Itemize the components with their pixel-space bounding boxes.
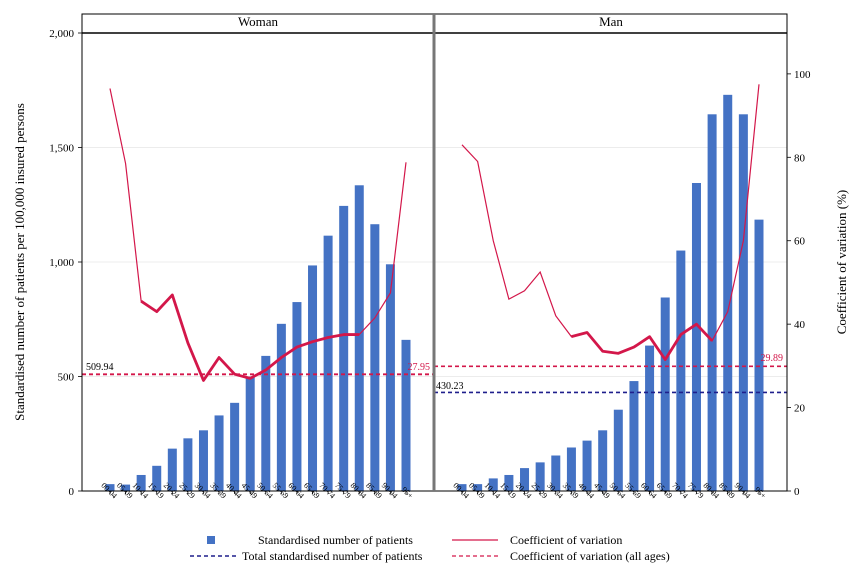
- legend-bar-label: Standardised number of patients: [258, 533, 413, 547]
- legend-cv-label: Coefficient of variation: [510, 533, 622, 547]
- ref-label-man-total: 430.23: [436, 381, 464, 392]
- bar-man-50-54: [613, 409, 623, 491]
- bar-man-05-09: [473, 484, 483, 491]
- bar-man-75-79: [691, 182, 701, 491]
- bar-woman-15-19: [152, 465, 162, 491]
- legend-cv-all-label: Coefficient of variation (all ages): [510, 549, 670, 563]
- y-left-tick-label: 500: [58, 372, 75, 384]
- bar-woman-60-64: [292, 302, 302, 491]
- bar-woman-25-29: [183, 438, 193, 491]
- cv-line-bold-man: [571, 322, 714, 362]
- bar-man-55-59: [629, 381, 639, 491]
- bar-man-10-14: [488, 478, 498, 491]
- y-right-tick-label: 40: [794, 319, 806, 331]
- bar-woman-55-59: [276, 323, 286, 491]
- ref-label-woman-cv-all: 27.95: [408, 362, 431, 373]
- bar-man-35-39: [566, 447, 576, 491]
- y-right-tick-label: 60: [794, 236, 806, 248]
- bar-woman-45-49: [245, 376, 255, 491]
- panel-title-man: Man: [599, 14, 623, 29]
- y-left-tick-label: 1,000: [49, 257, 74, 269]
- bar-woman-20-24: [167, 448, 177, 491]
- bar-woman-50-54: [261, 355, 271, 491]
- y-axis-right-label: Coefficient of variation (%): [834, 190, 849, 335]
- y-left-tick-label: 2,000: [49, 28, 74, 40]
- panel-title-woman: Woman: [238, 14, 279, 29]
- bar-man-45-49: [598, 430, 608, 491]
- cv-lines: [109, 84, 760, 382]
- y-right-tick-label: 80: [794, 152, 806, 164]
- y-right-tick-label: 0: [794, 486, 800, 498]
- bar-woman-05-09: [121, 484, 131, 491]
- plot-frame: [81, 13, 788, 492]
- cv-line-bold-woman: [140, 293, 360, 382]
- bar-man-00-04: [457, 484, 467, 491]
- ref-label-woman-total: 509.94: [86, 362, 114, 373]
- bar-woman-70-74: [323, 235, 333, 491]
- bar-man-40-44: [582, 440, 592, 491]
- bar-man-65-69: [660, 297, 670, 491]
- legend: Standardised number of patients Coeffici…: [190, 533, 670, 563]
- bar-man-85-89: [723, 94, 733, 491]
- bar-woman-85-89: [370, 224, 380, 491]
- bar-woman-00-04: [105, 484, 115, 491]
- bar-woman-30-34: [198, 430, 208, 491]
- bar-man-25-29: [535, 462, 545, 491]
- bar-woman-75-79: [339, 205, 349, 491]
- bar-woman-80-84: [354, 185, 364, 491]
- bars: [105, 94, 764, 492]
- bar-woman-95+: [401, 339, 411, 491]
- bar-woman-35-39: [214, 415, 224, 491]
- bar-man-80-84: [707, 114, 717, 492]
- ref-label-man-cv-all: 29.89: [761, 353, 784, 364]
- bar-man-90-94: [738, 114, 748, 492]
- bar-woman-65-69: [308, 265, 318, 491]
- y-left-tick-label: 0: [69, 486, 75, 498]
- bar-man-15-19: [504, 474, 514, 491]
- legend-bar-swatch: [207, 536, 215, 544]
- panel-frame-woman: [81, 13, 435, 492]
- bar-woman-40-44: [230, 402, 240, 491]
- y-left-tick-label: 1,500: [49, 143, 74, 155]
- y-right-tick-label: 20: [794, 403, 806, 415]
- y-axis-left-label: Standardised number of patients per 100,…: [12, 103, 27, 421]
- legend-total-label: Total standardised number of patients: [242, 549, 423, 563]
- bar-woman-10-14: [136, 474, 146, 491]
- y-right-tick-label: 100: [794, 69, 811, 81]
- bar-man-20-24: [520, 468, 530, 491]
- panel-frame-man: [433, 13, 788, 492]
- bar-man-95+: [754, 219, 764, 491]
- bar-woman-90-94: [385, 264, 395, 491]
- bar-man-70-74: [676, 250, 686, 491]
- reference-lines: [82, 365, 787, 394]
- bar-man-30-34: [551, 455, 561, 491]
- bar-man-60-64: [645, 345, 655, 491]
